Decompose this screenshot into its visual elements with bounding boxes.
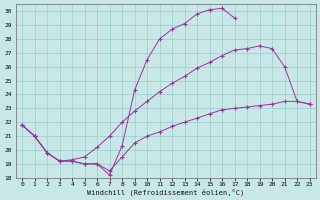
X-axis label: Windchill (Refroidissement éolien,°C): Windchill (Refroidissement éolien,°C) (87, 188, 244, 196)
